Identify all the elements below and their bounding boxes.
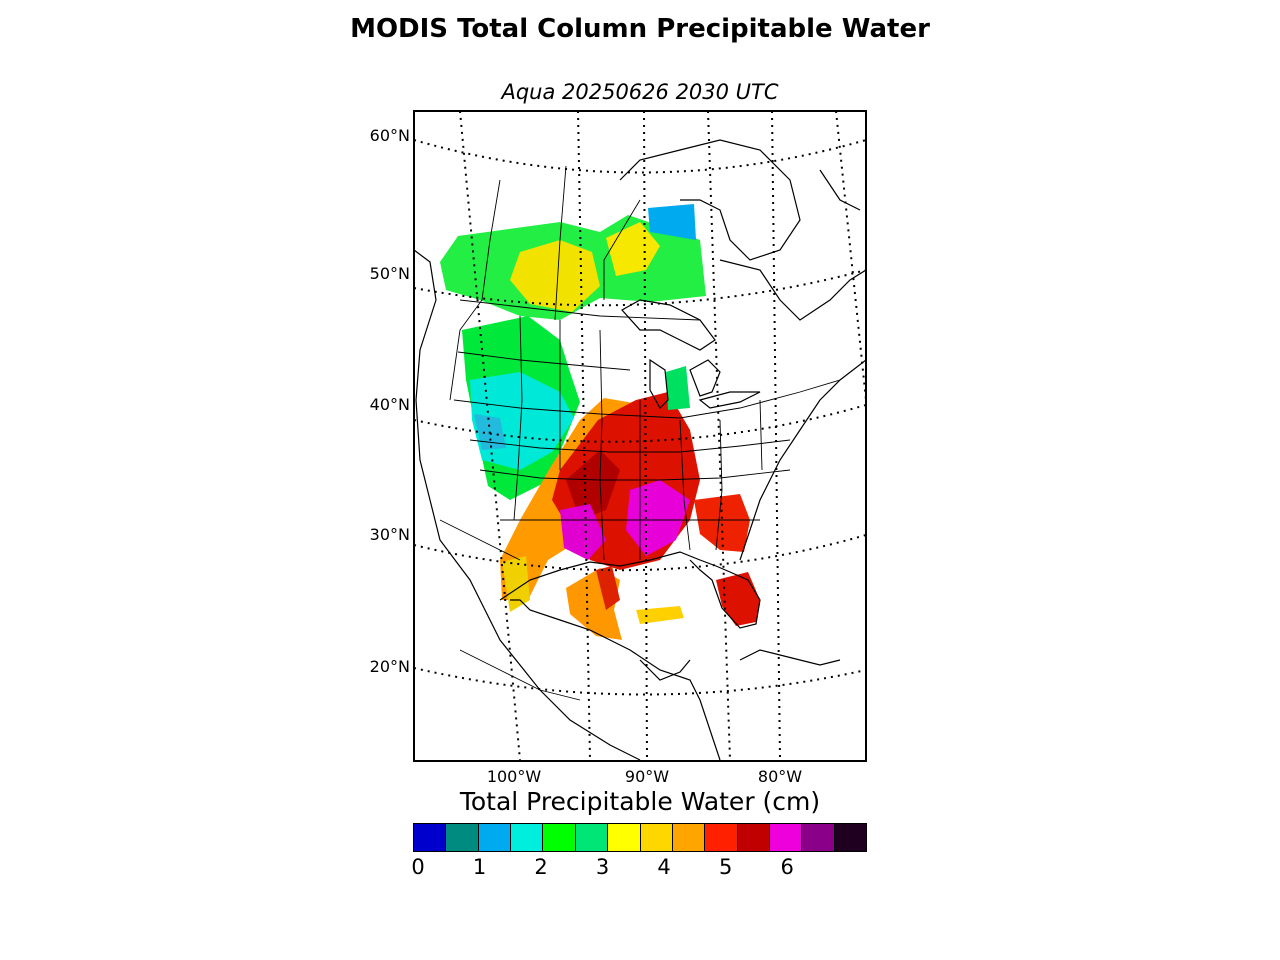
pw-region-canada-yellow	[510, 240, 600, 312]
colorbar-segment	[574, 824, 608, 851]
colorbar-tick-label: 5	[718, 855, 733, 879]
map-frame	[413, 110, 867, 762]
colorbar-tick-label: 1	[472, 855, 487, 879]
colorbar-segment	[833, 824, 867, 851]
lon-label-90w: 90°W	[624, 767, 670, 786]
colorbar-segment	[801, 824, 834, 851]
lat-label-30: 30°N	[369, 525, 410, 544]
pw-region-gulf-yellow	[636, 606, 684, 624]
lat-label-50: 50°N	[369, 264, 410, 283]
colorbar-segment	[477, 824, 511, 851]
colorbar-segment	[542, 824, 575, 851]
colorbar-tick-label: 0	[411, 855, 425, 879]
pw-region-lowermiss-magenta	[560, 504, 606, 560]
pw-region-southeast-red	[694, 494, 750, 552]
colorbar-tick-label: 2	[534, 855, 548, 879]
pw-region-magenta	[626, 480, 690, 556]
colorbar-segment	[414, 824, 446, 851]
coastlines	[414, 139, 866, 761]
lon-label-100w: 100°W	[486, 767, 542, 786]
pw-region-texas-yellow	[502, 556, 530, 612]
lat-label-40: 40°N	[369, 395, 410, 414]
colorbar	[413, 823, 867, 852]
colorbar-segment	[736, 824, 769, 851]
colorbar-segment	[607, 824, 640, 851]
lon-label-80w: 80°W	[757, 767, 803, 786]
lat-label-20: 20°N	[369, 657, 410, 676]
colorbar-segment	[704, 824, 737, 851]
colorbar-segment	[445, 824, 478, 851]
pw-region-darkred	[566, 450, 620, 520]
lat-label-60: 60°N	[369, 126, 410, 145]
state-borders	[439, 165, 841, 701]
colorbar-segment	[510, 824, 543, 851]
graticule	[414, 111, 866, 761]
colorbar-tick-label: 3	[595, 855, 610, 879]
colorbar-segment	[639, 824, 672, 851]
pw-region-gulf-red	[596, 566, 620, 610]
colorbar-tick-label: 6	[780, 855, 794, 879]
figure-title: MODIS Total Column Precipitable Water	[350, 14, 930, 44]
pw-data-layer	[440, 204, 760, 640]
pw-region-florida-red	[716, 572, 760, 626]
pw-region-canada-yellow2	[606, 222, 660, 276]
pw-region-hudson-blue	[648, 204, 696, 240]
colorbar-title: Total Precipitable Water (cm)	[459, 787, 821, 816]
colorbar-segment	[671, 824, 705, 851]
figure-subtitle: Aqua 20250626 2030 UTC	[501, 80, 779, 104]
colorbar-segment	[768, 824, 802, 851]
colorbar-tick-label: 4	[657, 855, 671, 879]
pw-region-mi-green	[666, 366, 690, 410]
